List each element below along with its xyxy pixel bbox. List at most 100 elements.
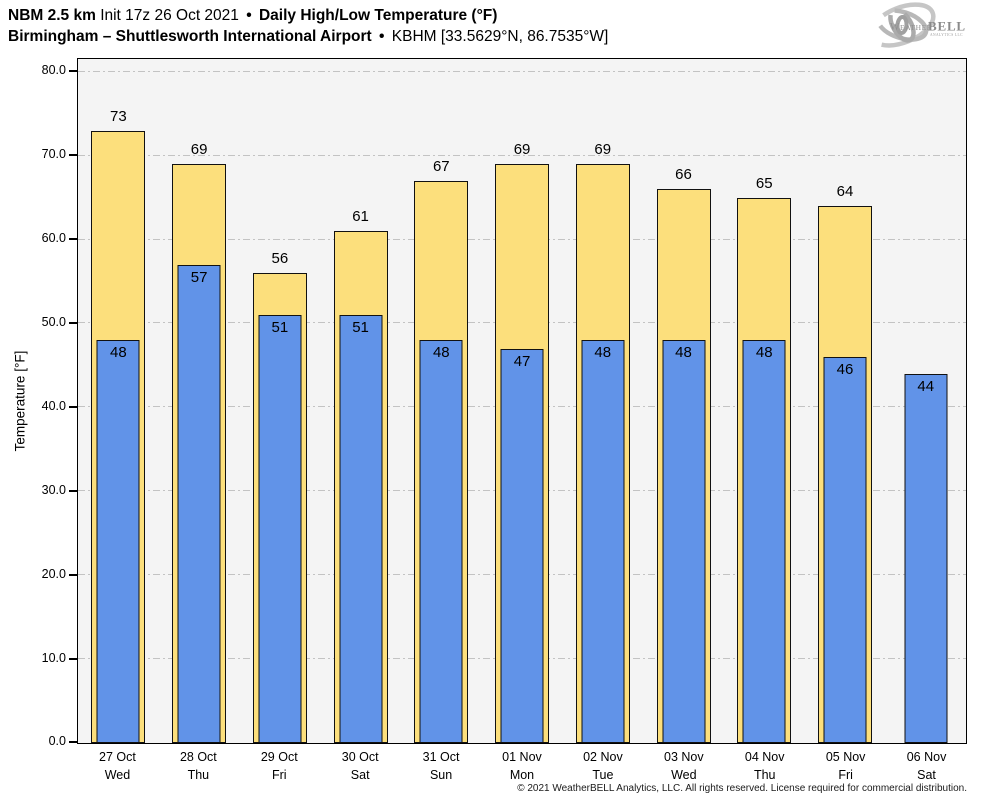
- subtitle-line: Birmingham – Shuttlesworth International…: [8, 26, 608, 47]
- y-tick-mark: [69, 657, 77, 660]
- y-tick-label: 50.0: [41, 314, 66, 329]
- location-name: Birmingham – Shuttlesworth International…: [8, 28, 372, 45]
- y-tick-label: 10.0: [41, 650, 66, 665]
- x-tick-label: 31 Oct Sun: [401, 748, 482, 784]
- high-value-label: 65: [755, 174, 773, 192]
- y-tick-label: 60.0: [41, 231, 66, 246]
- low-bar: 48: [419, 340, 463, 743]
- low-value-label: 48: [594, 344, 612, 362]
- low-value-label: 51: [271, 319, 289, 337]
- x-tick-date: 31 Oct: [422, 750, 460, 764]
- high-value-label: 64: [836, 183, 854, 201]
- logo-text-weather: WEATHER: [890, 22, 932, 33]
- x-tick-label: 02 Nov Tue: [562, 748, 643, 784]
- low-bar: 51: [258, 315, 302, 743]
- x-tick-date: 03 Nov: [664, 750, 704, 764]
- bar-group: 61 51: [320, 59, 401, 743]
- logo-text-bell: BELL: [928, 19, 966, 34]
- bar-group: 73 48: [78, 59, 159, 743]
- subtitle-separator: •: [379, 28, 385, 45]
- logo-text-analytics: ANALYTICS LLC: [930, 33, 963, 37]
- x-tick-label: 01 Nov Mon: [482, 748, 563, 784]
- bar-group: 69 48: [562, 59, 643, 743]
- x-tick-date: 29 Oct: [260, 750, 298, 764]
- low-bar: 48: [742, 340, 786, 743]
- title-line: NBM 2.5 km Init 17z 26 Oct 2021 • Daily …: [8, 5, 608, 26]
- x-tick-weekday: Sat: [917, 768, 936, 782]
- model-name: NBM 2.5 km: [8, 7, 96, 24]
- title-separator: •: [246, 7, 252, 24]
- bar-group: 69 57: [159, 59, 240, 743]
- high-value-label: 67: [432, 158, 450, 175]
- x-tick-date: 05 Nov: [825, 750, 866, 764]
- y-tick-mark: [69, 154, 77, 157]
- product-name: Daily High/Low Temperature (°F): [258, 7, 498, 24]
- low-bar: 48: [96, 340, 140, 743]
- y-tick-label: 20.0: [41, 566, 66, 581]
- y-tick-mark: [69, 238, 77, 241]
- chart-header: NBM 2.5 km Init 17z 26 Oct 2021 • Daily …: [8, 5, 608, 47]
- x-tick-date: 27 Oct: [99, 750, 136, 764]
- low-value-label: 44: [917, 377, 935, 395]
- x-tick-label: 27 Oct Wed: [77, 748, 158, 784]
- low-value-label: 47: [513, 352, 531, 370]
- high-value-label: 69: [513, 141, 531, 159]
- plot-area: 73 48 69 57 56 51 61 51 67 48 69 47 69 48 66 48 65 48 64 46…: [77, 58, 967, 744]
- high-value-label: 61: [352, 208, 369, 226]
- gridline-70: [78, 154, 966, 156]
- y-tick-mark: [69, 321, 77, 324]
- high-value-label: 69: [190, 141, 208, 159]
- x-tick-label: 29 Oct Fri: [239, 748, 320, 784]
- x-tick-weekday: Wed: [671, 768, 697, 782]
- x-tick-label: 03 Nov Wed: [643, 748, 724, 784]
- x-tick-date: 02 Nov: [583, 750, 623, 764]
- y-tick-mark: [69, 573, 77, 576]
- x-tick-label: 28 Oct Thu: [158, 748, 239, 784]
- y-tick-label: 0.0: [48, 734, 66, 749]
- high-value-label: 56: [271, 250, 289, 268]
- low-value-label: 48: [755, 344, 773, 362]
- x-tick-weekday: Tue: [592, 768, 614, 782]
- low-value-label: 48: [110, 344, 127, 362]
- y-tick-mark: [69, 405, 77, 408]
- low-value-label: 48: [432, 344, 450, 362]
- bar-group: 56 51: [239, 59, 320, 743]
- low-value-label: 57: [190, 268, 208, 286]
- y-tick-label: 80.0: [41, 63, 66, 78]
- x-tick-label: 30 Oct Sat: [320, 748, 401, 784]
- high-value-label: 66: [675, 166, 692, 184]
- x-tick-date: 01 Nov: [502, 750, 542, 764]
- bar-groups-container: 73 48 69 57 56 51 61 51 67 48 69 47 69 48 66 48 65 48 64 46…: [78, 59, 966, 743]
- bar-group: 44: [885, 59, 966, 743]
- swirl-icon: [868, 2, 936, 48]
- x-tick-date: 04 Nov: [744, 750, 785, 764]
- y-tick-label: 70.0: [41, 147, 66, 162]
- low-bar: 48: [662, 340, 705, 743]
- copyright-notice: © 2021 WeatherBELL Analytics, LLC. All r…: [517, 783, 967, 794]
- x-tick-weekday: Thu: [753, 768, 776, 782]
- low-value-label: 51: [352, 319, 369, 337]
- bar-group: 65 48: [724, 59, 805, 743]
- x-tick-date: 28 Oct: [179, 750, 217, 764]
- low-value-label: 48: [675, 344, 692, 362]
- x-tick-label: 06 Nov Sat: [886, 748, 967, 784]
- y-tick-label: 30.0: [41, 482, 66, 497]
- x-tick-weekday: Fri: [271, 768, 287, 782]
- y-tick-mark: [69, 489, 77, 492]
- x-tick-weekday: Thu: [187, 768, 210, 782]
- low-bar: 47: [500, 348, 544, 743]
- low-bar: 44: [904, 373, 948, 743]
- bar-group: 69 47: [482, 59, 563, 743]
- station-coordinates: KBHM [33.5629°N, 86.7535°W]: [391, 28, 609, 45]
- bar-group: 64 46: [805, 59, 886, 743]
- low-bar: 46: [823, 357, 867, 743]
- x-tick-label: 05 Nov Fri: [805, 748, 886, 784]
- bar-group: 66 48: [643, 59, 724, 743]
- low-value-label: 46: [836, 361, 854, 379]
- x-tick-weekday: Fri: [838, 768, 853, 782]
- x-tick-weekday: Sun: [429, 768, 453, 782]
- y-tick-mark: [69, 70, 77, 73]
- weatherbell-logo: WEATHER BELL ANALYTICS LLC: [868, 2, 966, 48]
- low-bar: 57: [177, 264, 221, 743]
- init-time: Init 17z 26 Oct 2021: [100, 7, 239, 24]
